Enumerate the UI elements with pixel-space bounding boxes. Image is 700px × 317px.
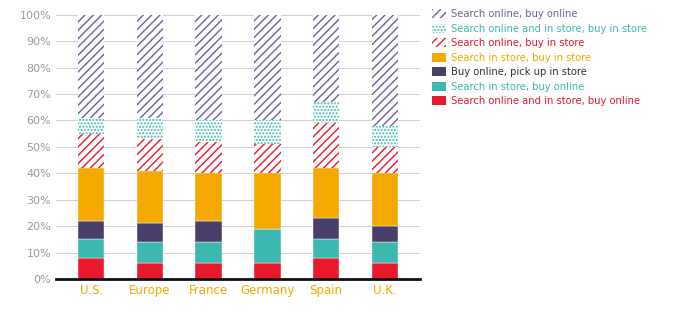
Bar (254, 144, 281, 173)
Bar (254, 120, 281, 144)
Bar (136, 15, 163, 118)
Legend: Search online, buy online, Search online and in store, buy in store, Search onli: Search online, buy online, Search online… (433, 9, 648, 106)
Bar (313, 239, 340, 258)
Bar (372, 126, 398, 147)
Bar (254, 15, 281, 120)
Bar (78, 221, 104, 239)
Bar (313, 258, 340, 279)
Bar (195, 120, 222, 142)
Bar (78, 258, 104, 279)
Bar (254, 120, 281, 144)
Bar (372, 15, 398, 126)
Bar (136, 15, 163, 118)
Bar (78, 15, 104, 118)
Bar (372, 126, 398, 147)
Bar (372, 147, 398, 173)
Bar (78, 239, 104, 258)
Bar (313, 15, 340, 102)
Bar (195, 242, 222, 263)
Bar (136, 242, 163, 263)
Bar (313, 123, 340, 168)
Bar (78, 118, 104, 134)
Bar (313, 218, 340, 239)
Bar (136, 118, 163, 139)
Bar (254, 229, 281, 263)
Bar (195, 142, 222, 173)
Bar (136, 171, 163, 223)
Bar (78, 134, 104, 168)
Bar (254, 173, 281, 229)
Bar (372, 263, 398, 279)
Bar (313, 168, 340, 218)
Bar (195, 15, 222, 120)
Bar (136, 118, 163, 139)
Bar (136, 223, 163, 242)
Bar (195, 120, 222, 142)
Bar (372, 226, 398, 242)
Bar (195, 15, 222, 120)
Bar (313, 123, 340, 168)
Bar (372, 173, 398, 226)
Bar (372, 15, 398, 126)
Bar (313, 102, 340, 123)
Bar (136, 263, 163, 279)
Bar (372, 242, 398, 263)
Bar (78, 168, 104, 221)
Bar (254, 144, 281, 173)
Bar (254, 15, 281, 120)
Bar (195, 173, 222, 221)
Bar (372, 147, 398, 173)
Bar (78, 15, 104, 118)
Bar (136, 139, 163, 171)
Bar (313, 15, 340, 102)
Bar (195, 142, 222, 173)
Bar (195, 263, 222, 279)
Bar (195, 221, 222, 242)
Bar (78, 118, 104, 134)
Bar (78, 134, 104, 168)
Bar (254, 263, 281, 279)
Bar (313, 102, 340, 123)
Bar (136, 139, 163, 171)
